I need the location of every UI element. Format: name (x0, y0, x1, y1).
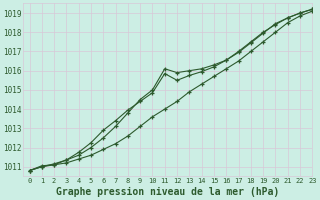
X-axis label: Graphe pression niveau de la mer (hPa): Graphe pression niveau de la mer (hPa) (56, 186, 279, 197)
